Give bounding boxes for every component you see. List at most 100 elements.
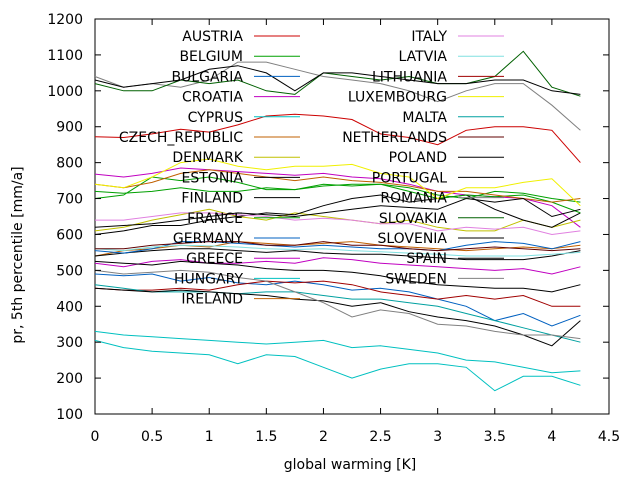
series-line-malta	[94, 284, 581, 343]
y-axis: 100 200 300 400 500 600 700 800 900 1000 1100 1200	[47, 12, 609, 423]
legend-entry-hungary: HUNGARY	[174, 271, 300, 287]
series-line-france	[94, 183, 581, 214]
legend-label: CROATIA	[182, 90, 243, 106]
legend-entry-finland: FINLAND	[181, 191, 300, 207]
legend-entry-denmark: DENMARK	[172, 150, 300, 166]
legend-label: PORTUGAL	[372, 170, 447, 186]
legend-label: DENMARK	[172, 150, 243, 166]
x-tick-label: 2	[319, 429, 328, 445]
legend-entry-portugal: PORTUGAL	[372, 170, 504, 186]
x-tick-label: 3.5	[484, 429, 506, 445]
y-tick-label: 700	[56, 192, 83, 208]
legend-label: CZECH_REPUBLIC	[119, 130, 243, 146]
x-tick-label: 0.5	[141, 429, 163, 445]
legend-entry-ireland: IRELAND	[181, 292, 300, 308]
y-tick-label: 900	[56, 120, 83, 136]
legend-label: SLOVAKIA	[379, 211, 448, 227]
y-axis-label: pr, 5th percentile [mm/a]	[10, 166, 26, 343]
plot-area	[94, 18, 610, 415]
legend-entry-luxembourg: LUXEMBOURG	[348, 90, 504, 106]
legend-label: POLAND	[389, 150, 447, 166]
series-line-sweden	[94, 269, 581, 340]
legend-entry-austria: AUSTRIA	[182, 29, 300, 45]
legend-entry-slovenia: SLOVENIA	[377, 231, 504, 247]
legend-label: BELGIUM	[179, 49, 243, 65]
series-line-germany	[94, 241, 581, 254]
legend-entry-france: FRANCE	[187, 211, 300, 227]
legend-entry-netherlands: NETHERLANDS	[342, 130, 504, 146]
y-tick-label: 100	[56, 407, 83, 423]
legend-entry-lithuania: LITHUANIA	[372, 69, 504, 85]
legend-entry-italy: ITALY	[411, 29, 504, 45]
series-line-greece	[94, 257, 581, 275]
legend-label: NETHERLANDS	[342, 130, 447, 146]
legend-entry-sweden: SWEDEN	[385, 271, 504, 287]
legend-label: IRELAND	[181, 292, 243, 308]
series-line-italy	[95, 212, 581, 236]
legend-entry-latvia: LATVIA	[399, 49, 504, 65]
plot-frame	[94, 18, 610, 415]
series-line-spain	[94, 197, 581, 228]
x-tick-label: 3	[433, 429, 442, 445]
legend-label: SPAIN	[406, 251, 447, 267]
legend-entry-malta: MALTA	[402, 110, 504, 126]
legend-entry-cyprus: CYPRUS	[188, 110, 300, 126]
legend-label: FINLAND	[181, 191, 243, 207]
y-tick-label: 200	[56, 371, 83, 387]
series-line-romania	[94, 61, 581, 131]
legend-entry-croatia: CROATIA	[182, 90, 300, 106]
series-line-portugal	[94, 287, 581, 347]
x-tick-label: 1.5	[255, 429, 277, 445]
x-tick-label: 4	[547, 429, 556, 445]
y-tick-label: 300	[56, 335, 83, 351]
legend-entry-romania: ROMANIA	[380, 191, 504, 207]
y-tick-label: 600	[56, 227, 83, 243]
series-line-ireland	[94, 169, 581, 203]
legend-label: LUXEMBOURG	[348, 90, 447, 106]
legend-entry-slovakia: SLOVAKIA	[379, 211, 504, 227]
legend-entry-greece: GREECE	[186, 251, 300, 267]
series-line-estonia	[94, 248, 581, 261]
legend-entry-germany: GERMANY	[173, 231, 300, 247]
legend-label: LITHUANIA	[372, 69, 447, 85]
x-tick-label: 0	[91, 429, 100, 445]
series-line-netherlands	[95, 241, 581, 252]
legend-entry-spain: SPAIN	[406, 251, 504, 267]
legend-label: GREECE	[186, 251, 243, 267]
series-line-finland	[94, 194, 581, 235]
legend-label: CYPRUS	[188, 110, 243, 126]
legend-entry-poland: POLAND	[389, 150, 504, 166]
x-tick-label: 4.5	[598, 429, 620, 445]
x-tick-label: 2.5	[369, 429, 391, 445]
series-line-luxembourg	[94, 158, 581, 207]
series-line-denmark	[94, 208, 581, 232]
x-axis-label: global warming [K]	[284, 457, 417, 473]
series-layer	[94, 50, 581, 392]
y-tick-label: 1000	[47, 84, 83, 100]
legend-label: LATVIA	[399, 49, 448, 65]
legend-label: SLOVENIA	[377, 231, 447, 247]
x-axis: 0 0.5 1 1.5 2 2.5 3 3.5 4 4.5	[91, 19, 620, 445]
legend-label: ROMANIA	[380, 191, 447, 207]
legend-label: ITALY	[411, 29, 447, 45]
x-tick-label: 1	[205, 429, 214, 445]
legend-label: ESTONIA	[182, 170, 244, 186]
y-tick-label: 800	[56, 156, 83, 172]
legend-label: MALTA	[402, 110, 447, 126]
legend: AUSTRIA BELGIUM BULGARIA CROATIA CYPRUS CZECH…	[119, 29, 504, 308]
legend-entry-estonia: ESTONIA	[182, 170, 300, 186]
legend-entry-belgium: BELGIUM	[179, 49, 300, 65]
legend-entry-bulgaria: BULGARIA	[171, 69, 300, 85]
series-line-lithuania	[94, 280, 581, 307]
legend-label: GERMANY	[173, 231, 244, 247]
series-line-croatia	[94, 167, 581, 228]
y-tick-label: 1100	[47, 48, 83, 64]
legend-entry-czech-republic: CZECH_REPUBLIC	[119, 130, 300, 146]
legend-label: SWEDEN	[385, 271, 447, 287]
legend-label: BULGARIA	[171, 69, 243, 85]
y-tick-label: 400	[56, 299, 83, 315]
series-line-slovenia	[94, 65, 581, 95]
legend-label: AUSTRIA	[182, 29, 243, 45]
series-line-hungary	[94, 339, 581, 392]
